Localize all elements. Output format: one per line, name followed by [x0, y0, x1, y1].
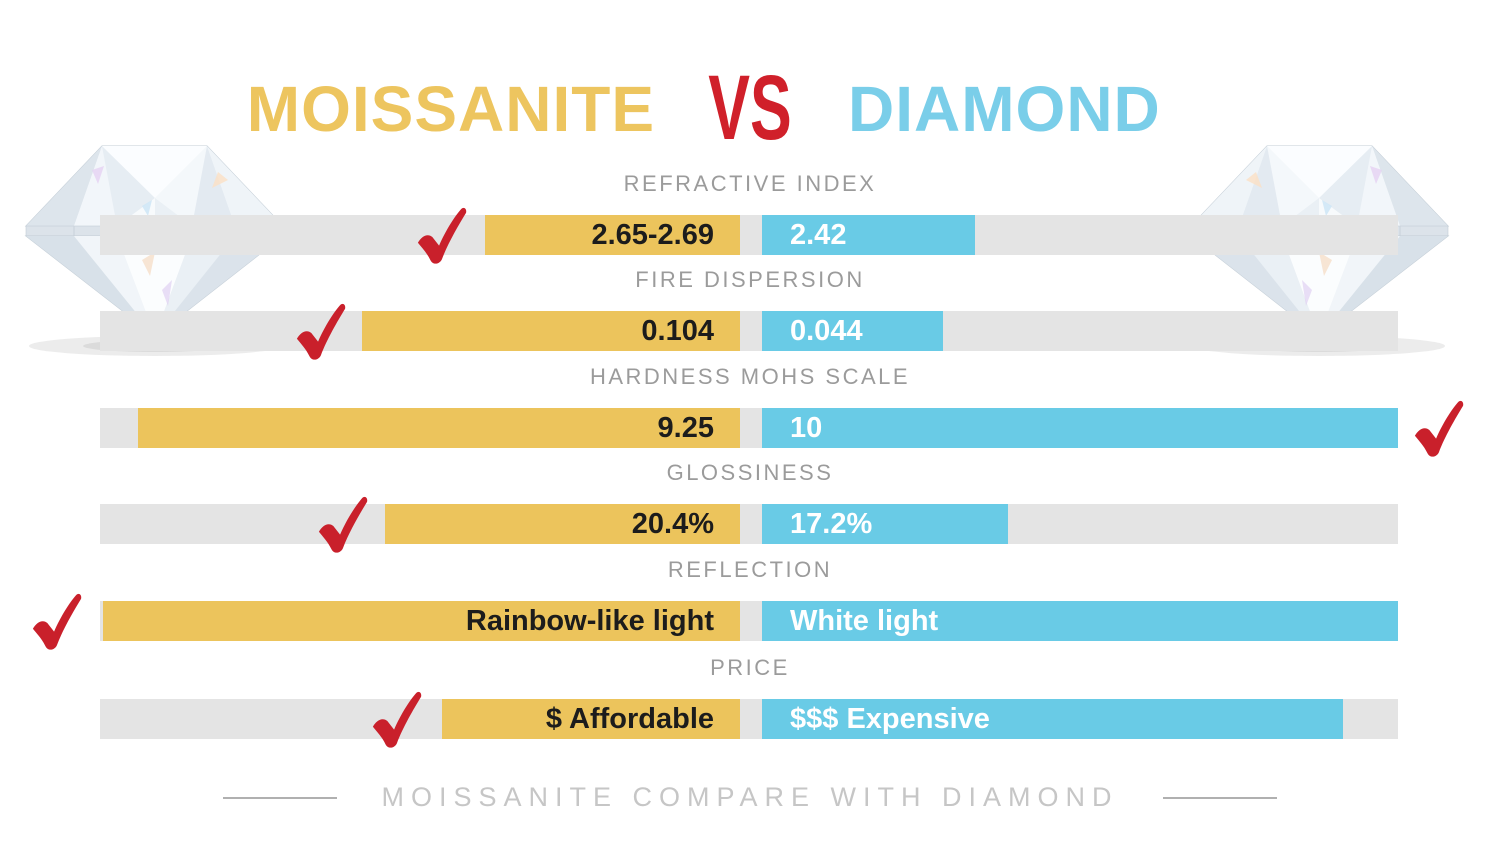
- moissanite-value: 2.65-2.69: [591, 218, 714, 251]
- moissanite-value: 0.104: [641, 314, 714, 347]
- title-moissanite: MOISSANITE: [246, 73, 655, 145]
- checkmark-icon: [372, 691, 422, 748]
- moissanite-bar: 20.4%: [385, 504, 740, 544]
- title-vs: VS: [708, 57, 792, 159]
- checkmark-icon: [296, 303, 346, 360]
- checkmark-icon: [1414, 400, 1464, 457]
- moissanite-bar: 2.65-2.69: [485, 215, 740, 255]
- comparison-row: REFRACTIVE INDEX 2.65-2.69 2.42: [0, 170, 1500, 264]
- moissanite-bar: 9.25: [138, 408, 740, 448]
- diamond-bar: 2.42: [762, 215, 975, 255]
- diamond-bar: 0.044: [762, 311, 943, 351]
- diamond-value: $$$ Expensive: [790, 702, 990, 735]
- diamond-value: 10: [790, 411, 823, 444]
- moissanite-bar: $ Affordable: [442, 699, 740, 739]
- diamond-image-left: [24, 145, 285, 356]
- title-diamond: DIAMOND: [848, 73, 1161, 145]
- comparison-row: REFLECTION Rainbow-like light White ligh…: [0, 556, 1500, 650]
- diamond-value: 17.2%: [790, 507, 873, 540]
- moissanite-bar: Rainbow-like light: [103, 601, 740, 641]
- moissanite-value: 9.25: [657, 411, 714, 444]
- comparison-row: GLOSSINESS 20.4% 17.2%: [0, 459, 1500, 553]
- diamond-value: 0.044: [790, 314, 863, 347]
- bar-track: [100, 215, 1398, 255]
- diamond-bar: 10: [762, 408, 1398, 448]
- checkmark-icon: [32, 593, 82, 650]
- diamond-value: White light: [790, 604, 939, 637]
- diamond-bar: $$$ Expensive: [762, 699, 1343, 739]
- diamond-bar: White light: [762, 601, 1398, 641]
- moissanite-value: Rainbow-like light: [465, 604, 714, 637]
- metric-label: REFLECTION: [667, 557, 833, 582]
- comparison-row: FIRE DISPERSION 0.104 0.044: [0, 266, 1500, 360]
- moissanite-value: $ Affordable: [545, 702, 714, 735]
- footer-divider-right: [1163, 797, 1277, 799]
- moissanite-bar: 0.104: [362, 311, 740, 351]
- metric-label: PRICE: [710, 655, 790, 680]
- bar-track: [100, 504, 1398, 544]
- metric-label: FIRE DISPERSION: [635, 267, 865, 292]
- metric-label: GLOSSINESS: [666, 460, 834, 485]
- diamond-value: 2.42: [790, 218, 847, 251]
- moissanite-value: 20.4%: [631, 507, 714, 540]
- checkmark-icon: [318, 496, 368, 553]
- comparison-row: PRICE $ Affordable $$$ Expensive: [0, 654, 1500, 748]
- metric-label: REFRACTIVE INDEX: [623, 171, 877, 196]
- comparison-row: HARDNESS MOHS SCALE 9.25 10: [0, 363, 1500, 457]
- checkmark-icon: [417, 207, 467, 264]
- footer-divider-left: [223, 797, 337, 799]
- footer-caption: MOISSANITE COMPARE WITH DIAMOND: [381, 782, 1119, 812]
- metric-label: HARDNESS MOHS SCALE: [589, 364, 911, 389]
- diamond-bar: 17.2%: [762, 504, 1008, 544]
